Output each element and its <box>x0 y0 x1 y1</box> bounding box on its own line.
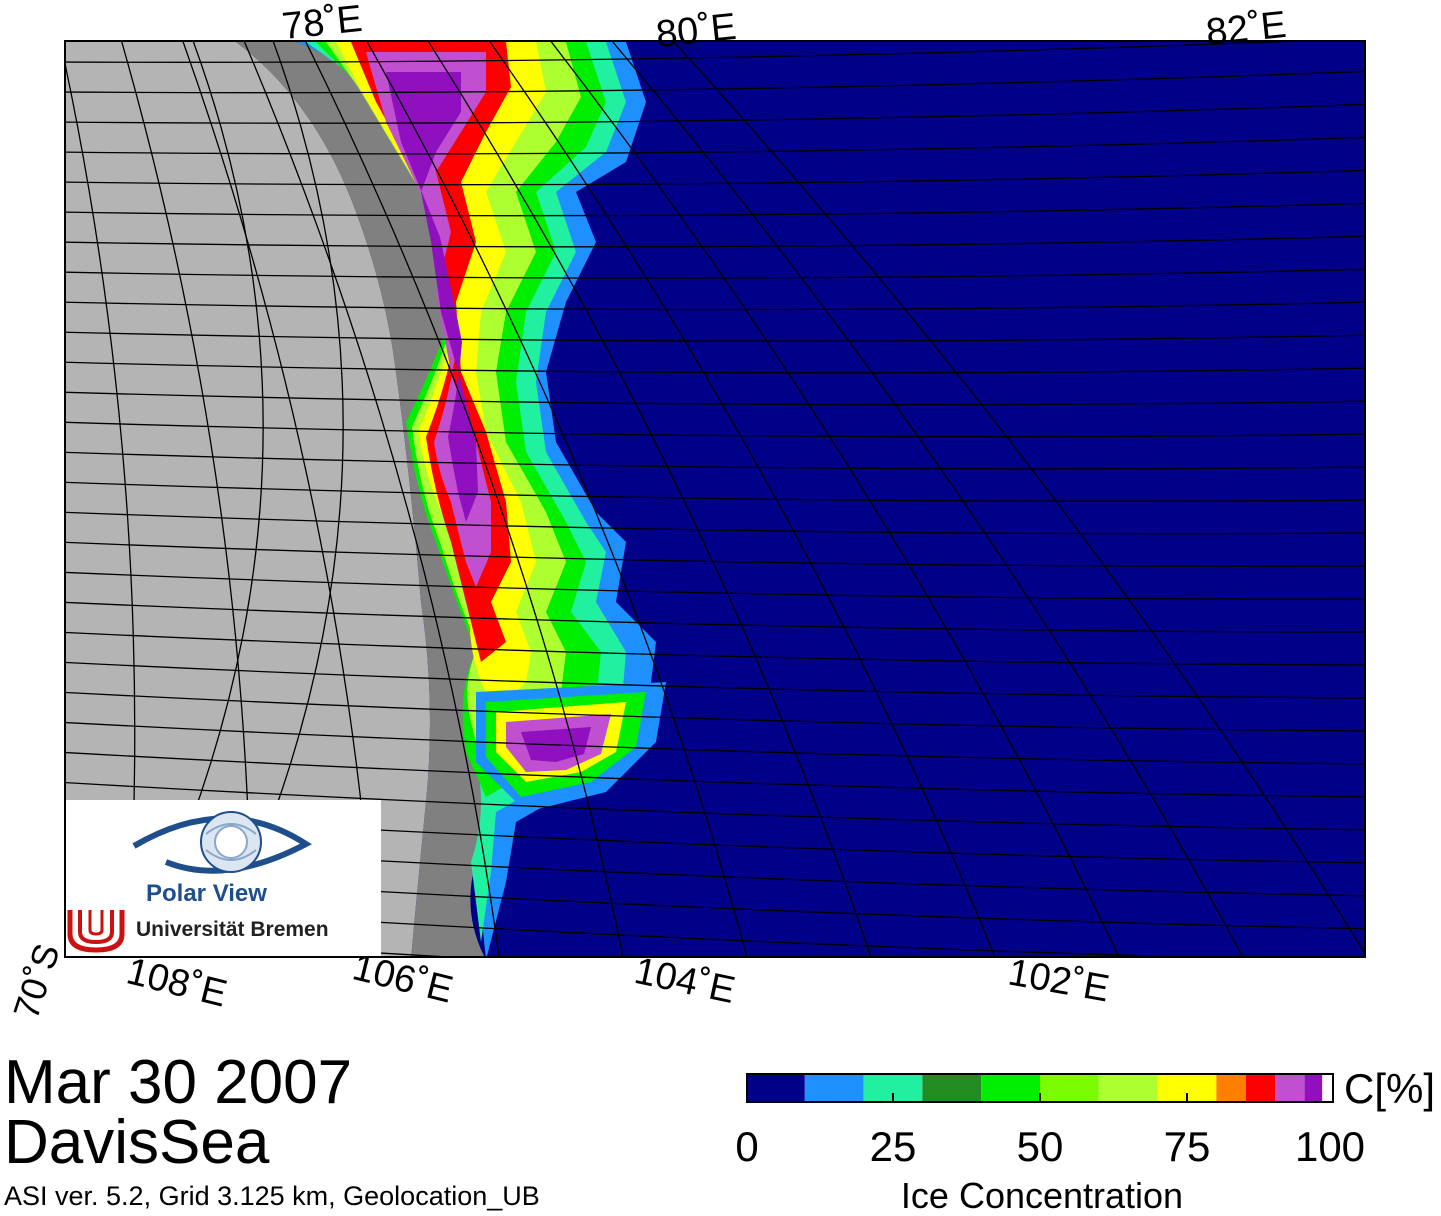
parallel-line <box>66 202 1364 217</box>
colorbar-tick-75: 75 <box>1163 1123 1211 1170</box>
longitude-label-78e: 78˚E <box>280 0 365 49</box>
parallel-line <box>66 169 1364 186</box>
longitude-label-108e: 108˚E <box>122 950 231 1016</box>
logo-institution: Universität Bremen <box>136 918 329 941</box>
parallel-line <box>66 331 1364 342</box>
parallel-line <box>66 361 1364 374</box>
meridian-line <box>427 42 872 956</box>
parallel-line <box>66 70 1364 94</box>
university-bremen-icon <box>67 910 125 953</box>
colorbar-bin-12 <box>1322 1073 1334 1103</box>
parallel-line <box>66 136 1364 155</box>
parallel-line <box>66 301 1364 311</box>
longitude-label-80e: 80˚E <box>654 5 739 57</box>
parallel-line <box>66 42 1291 63</box>
colorbar-tick-100: 100 <box>1294 1123 1366 1170</box>
colorbar-bin-11 <box>1304 1073 1323 1103</box>
polar-view-logo: Polar View Universität Bremen <box>66 800 381 956</box>
parallel-line <box>66 781 1364 831</box>
map-info: ASI ver. 5.2, Grid 3.125 km, Geolocation… <box>4 1181 540 1211</box>
parallel-line <box>66 481 1364 502</box>
parallel-line <box>66 235 1364 248</box>
sea-ice-band <box>296 42 666 956</box>
colorbar-bin-1 <box>804 1073 864 1103</box>
meridian-line <box>243 42 500 956</box>
parallel-line <box>66 601 1364 633</box>
meridian-line <box>673 42 1364 954</box>
colorbar-tick-25: 25 <box>869 1123 917 1170</box>
colorbar-bin-6 <box>1098 1073 1158 1103</box>
colorbar-bin-3 <box>922 1073 982 1103</box>
parallel-line <box>66 541 1364 567</box>
map-date: Mar 30 2007 <box>4 1048 353 1117</box>
colorbar-title: Ice Concentration <box>900 1175 1184 1216</box>
latitude-label-70s: 70˚S <box>5 938 68 1024</box>
parallel-line <box>66 103 1364 124</box>
parallel-line <box>66 391 1364 406</box>
parallel-line <box>66 421 1364 438</box>
parallel-line <box>66 451 1364 470</box>
colorbar-tick-50: 50 <box>1016 1123 1064 1170</box>
logo-title: Polar View <box>146 880 267 907</box>
colorbar-bin-5 <box>1040 1073 1099 1103</box>
meridian-line <box>366 42 748 956</box>
colorbar-bin-0 <box>746 1073 805 1103</box>
meridian-line <box>611 42 1244 956</box>
parallel-line <box>66 721 1364 765</box>
colorbar-bin-10 <box>1275 1073 1305 1103</box>
longitude-label-102e: 102˚E <box>1005 951 1113 1011</box>
parallel-line <box>66 631 1364 666</box>
parallel-line <box>66 511 1364 535</box>
meridian-line <box>489 42 996 956</box>
colorbar-bin-4 <box>981 1073 1040 1103</box>
colorbar-unit: C[%] <box>1344 1065 1436 1112</box>
colorbar <box>746 1073 1334 1103</box>
colorbar-bin-9 <box>1245 1073 1276 1103</box>
ice-shelf-area <box>236 42 486 956</box>
colorbar-bin-8 <box>1216 1073 1246 1103</box>
parallel-line <box>66 751 1364 798</box>
parallel-line <box>66 661 1364 699</box>
parallel-line <box>66 691 1364 732</box>
map-region: DavisSea <box>4 1108 270 1177</box>
eye-globe-icon <box>132 811 312 874</box>
longitude-label-82e: 82˚E <box>1204 3 1289 55</box>
longitude-label-104e: 104˚E <box>630 949 739 1013</box>
colorbar-tick-0: 0 <box>735 1123 759 1170</box>
meridian-line <box>550 42 1120 956</box>
